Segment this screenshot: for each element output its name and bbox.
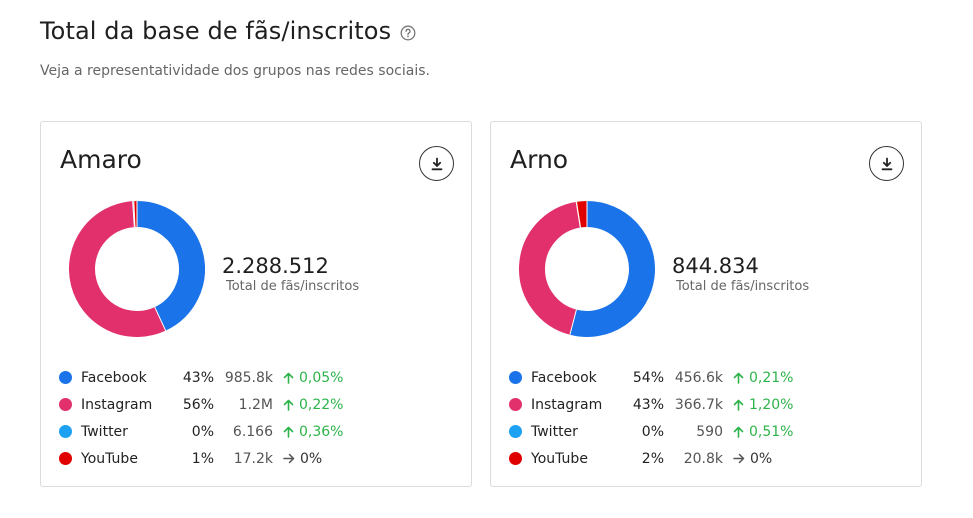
- donut-separator: [133, 201, 136, 228]
- network-name: Twitter: [531, 423, 578, 440]
- arrow-up-icon: [283, 372, 294, 384]
- network-percent: 0%: [641, 423, 664, 440]
- youtube-dot: [509, 452, 522, 465]
- download-button[interactable]: [869, 146, 904, 181]
- network-change-value: 0%: [750, 450, 773, 467]
- download-icon: [881, 157, 892, 170]
- network-change-value: 0,51%: [749, 423, 794, 440]
- total-value: 844.834: [672, 254, 759, 278]
- arrow-right-icon: [733, 453, 745, 464]
- network-percent: 54%: [632, 369, 664, 386]
- donut-segment-instagram: [69, 201, 166, 337]
- donut-separator: [154, 306, 167, 331]
- legend-row-youtube: YouTube 2% 20.8k 0%: [509, 445, 799, 472]
- network-name: Facebook: [531, 369, 597, 386]
- help-icon[interactable]: [400, 25, 416, 41]
- network-percent: 0%: [191, 423, 214, 440]
- page-subtitle: Veja a representatividade dos grupos nas…: [40, 63, 430, 79]
- network-change: 0,36%: [283, 424, 343, 440]
- total-value: 2.288.512: [222, 254, 329, 278]
- legend-row-twitter: Twitter 0% 590 0,51%: [509, 418, 799, 445]
- card-title: Amaro: [60, 145, 142, 174]
- legend-row-youtube: YouTube 1% 17.2k 0%: [59, 445, 349, 472]
- profile-card-amaro: Amaro 2.288.512 Total de fãs/inscritos F…: [40, 121, 472, 487]
- network-name: YouTube: [531, 450, 588, 467]
- network-count: 6.166: [232, 423, 273, 440]
- youtube-dot: [59, 452, 72, 465]
- network-change: 0%: [733, 451, 772, 467]
- arrow-up-icon: [733, 372, 744, 384]
- network-name: Twitter: [81, 423, 128, 440]
- donut-segment-facebook: [569, 201, 655, 337]
- network-change: 0%: [283, 451, 322, 467]
- arrow-up-icon: [733, 399, 744, 411]
- network-name: Instagram: [81, 396, 153, 413]
- network-change: 1,20%: [733, 397, 793, 413]
- title-row: Total da base de fãs/inscritos: [40, 17, 430, 45]
- network-count: 985.8k: [224, 369, 273, 386]
- network-count: 366.7k: [674, 396, 723, 413]
- donut-chart: [519, 201, 655, 337]
- page-header: Total da base de fãs/inscritos Veja a re…: [40, 17, 430, 79]
- donut-segment-youtube: [576, 201, 588, 228]
- instagram-dot: [59, 398, 72, 411]
- network-percent: 43%: [182, 369, 214, 386]
- network-change: 0,51%: [733, 424, 793, 440]
- network-name: Instagram: [531, 396, 603, 413]
- donut-separator: [132, 201, 135, 228]
- page-title: Total da base de fãs/inscritos: [40, 17, 392, 45]
- download-button[interactable]: [419, 146, 454, 181]
- card-title: Arno: [510, 145, 569, 174]
- network-change: 0,21%: [733, 370, 793, 386]
- legend-row-instagram: Instagram 43% 366.7k 1,20%: [509, 391, 799, 418]
- network-change-value: 0,21%: [749, 369, 794, 386]
- total-label: Total de fãs/inscritos: [226, 279, 360, 294]
- network-count: 456.6k: [674, 369, 723, 386]
- twitter-dot: [509, 425, 522, 438]
- legend-row-facebook: Facebook 43% 985.8k 0,05%: [59, 364, 349, 391]
- twitter-dot: [59, 425, 72, 438]
- legend-row-twitter: Twitter 0% 6.166 0,36%: [59, 418, 349, 445]
- network-change: 0,22%: [283, 397, 343, 413]
- arrow-right-icon: [283, 453, 295, 464]
- facebook-dot: [509, 371, 522, 384]
- profile-card-arno: Arno 844.834 Total de fãs/inscritos Face…: [490, 121, 922, 487]
- network-change-value: 0,22%: [299, 396, 344, 413]
- network-name: Facebook: [81, 369, 147, 386]
- legend-row-facebook: Facebook 54% 456.6k 0,21%: [509, 364, 799, 391]
- instagram-dot: [509, 398, 522, 411]
- network-change-value: 0,36%: [299, 423, 344, 440]
- network-legend: Facebook 43% 985.8k 0,05% Instagram 56% …: [59, 364, 349, 472]
- donut-separator: [569, 309, 577, 335]
- legend-row-instagram: Instagram 56% 1.2M 0,22%: [59, 391, 349, 418]
- network-legend: Facebook 54% 456.6k 0,21% Instagram 43% …: [509, 364, 799, 472]
- network-count: 590: [696, 423, 723, 440]
- donut-chart: [69, 201, 205, 337]
- network-count: 1.2M: [238, 396, 273, 413]
- network-percent: 43%: [632, 396, 664, 413]
- facebook-dot: [59, 371, 72, 384]
- arrow-up-icon: [283, 399, 294, 411]
- network-change: 0,05%: [283, 370, 343, 386]
- donut-segment-facebook: [136, 201, 205, 331]
- network-count: 20.8k: [683, 450, 723, 467]
- download-icon: [431, 157, 442, 170]
- arrow-up-icon: [733, 426, 744, 438]
- network-change-value: 0%: [300, 450, 323, 467]
- network-percent: 1%: [191, 450, 214, 467]
- network-change-value: 0,05%: [299, 369, 344, 386]
- network-name: YouTube: [81, 450, 138, 467]
- network-change-value: 1,20%: [749, 396, 794, 413]
- network-count: 17.2k: [233, 450, 273, 467]
- donut-segment-instagram: [519, 201, 581, 335]
- network-percent: 2%: [641, 450, 664, 467]
- total-label: Total de fãs/inscritos: [676, 279, 810, 294]
- arrow-up-icon: [283, 426, 294, 438]
- donut-separator: [575, 201, 582, 228]
- network-percent: 56%: [182, 396, 214, 413]
